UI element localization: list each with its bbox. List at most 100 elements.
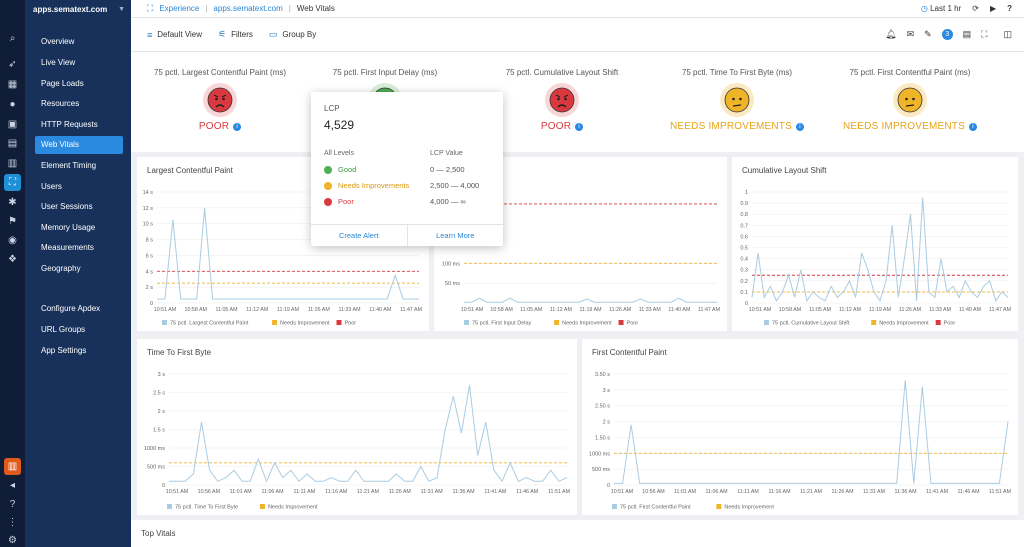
help-icon[interactable]: ?: [1007, 4, 1012, 13]
legend-swatch: [464, 320, 469, 325]
sidebar-item-url-groups[interactable]: URL Groups: [41, 325, 86, 334]
puzzle-icon[interactable]: ❖: [8, 254, 17, 265]
vital-card[interactable]: 75 pctl. First Contentful Paint (ms) NEE…: [825, 68, 995, 132]
vital-card[interactable]: 75 pctl. Time To First Byte (ms) NEEDS I…: [652, 68, 822, 132]
help-icon[interactable]: ?: [9, 499, 16, 510]
sidebar-item-overview[interactable]: Overview: [41, 37, 75, 46]
gift-icon[interactable]: ▥: [4, 458, 21, 475]
default-view-button[interactable]: ≡ Default View: [147, 30, 202, 40]
time-range-picker[interactable]: ◷ Last 1 hr: [921, 4, 961, 13]
legend-swatch: [764, 320, 769, 325]
y-tick-label: 1.50 s: [595, 435, 610, 441]
y-tick-label: 0: [745, 301, 748, 307]
group-by-button[interactable]: ▭ Group By: [269, 29, 316, 40]
chart-title: Cumulative Layout Shift: [742, 166, 827, 175]
info-icon[interactable]: i: [968, 123, 977, 131]
info-icon[interactable]: i: [795, 123, 804, 131]
legend-label: 75 pctl. First Input Delay: [472, 321, 532, 327]
sidebar-item-configure-apdex[interactable]: Configure Apdex: [41, 304, 101, 313]
fullscreen-icon[interactable]: ⛶: [981, 29, 988, 39]
sidebar-item-element-timing[interactable]: Element Timing: [41, 161, 97, 170]
needs-improvement-dot-icon: [324, 182, 332, 190]
vital-title: 75 pctl. Time To First Byte (ms): [681, 68, 793, 77]
sidebar-item-app-settings[interactable]: App Settings: [41, 346, 87, 355]
sidebar-item-memory-usage[interactable]: Memory Usage: [41, 223, 96, 232]
filters-button[interactable]: ⚟ Filters: [218, 29, 253, 40]
x-tick-label: 10:56 AM: [198, 489, 220, 495]
sidebar-item-user-sessions[interactable]: User Sessions: [41, 202, 93, 211]
series-line: [169, 385, 568, 483]
info-icon[interactable]: i: [575, 123, 584, 131]
sidebar-item-resources[interactable]: Resources: [41, 99, 80, 108]
mail-icon[interactable]: ✉: [906, 29, 915, 39]
search-icon[interactable]: ⌕: [9, 33, 16, 44]
legend-label: Needs Improvement: [280, 321, 330, 327]
megaphone-icon[interactable]: ◂: [9, 480, 16, 491]
series-line: [464, 297, 717, 303]
legend-swatch: [618, 320, 624, 325]
filter-icon: ⚟: [218, 29, 227, 39]
flag-icon[interactable]: ⚑: [8, 216, 17, 227]
breadcrumb-app[interactable]: apps.sematext.com: [213, 4, 283, 13]
alert-bell-icon[interactable]: 🔔︎: [885, 29, 897, 39]
sidebar-item-geography[interactable]: Geography: [41, 264, 81, 273]
settings-icon[interactable]: ⚙: [8, 535, 17, 546]
globe-icon[interactable]: ◉: [8, 235, 17, 246]
x-tick-label: 11:06 AM: [262, 489, 284, 495]
legend-swatch: [871, 320, 877, 325]
x-tick-label: 10:51 AM: [154, 307, 176, 313]
tooltip-levels-header: All Levels: [324, 150, 354, 157]
info-icon[interactable]: i: [233, 123, 242, 131]
y-tick-label: 0.1: [740, 290, 748, 296]
x-tick-label: 11:51 AM: [989, 489, 1011, 495]
y-tick-label: 2 s: [603, 420, 611, 426]
calendar-icon[interactable]: ▤: [7, 138, 18, 149]
y-tick-label: 1.5 s: [153, 428, 165, 434]
rocket-icon[interactable]: ➶: [8, 59, 17, 70]
x-tick-label: 11:41 AM: [484, 489, 506, 495]
report-icon[interactable]: ▤: [962, 29, 972, 39]
x-tick-label: 11:26 AM: [389, 489, 411, 495]
document-icon[interactable]: ▥: [7, 158, 18, 169]
layout-toggle-icon[interactable]: ◫: [1003, 29, 1012, 39]
notification-badge[interactable]: 3: [941, 29, 953, 40]
legend-swatch: [162, 320, 167, 325]
app-sidebar: apps.sematext.com ▼ Overview Live View Pag…: [25, 0, 131, 547]
box-icon[interactable]: ▣: [7, 119, 18, 130]
y-tick-label: 2.5 s: [153, 391, 165, 397]
learn-more-link[interactable]: Learn More: [436, 231, 475, 240]
sidebar-item-page-loads[interactable]: Page Loads: [41, 79, 84, 88]
breadcrumb: ⛶ Experience | apps.sematext.com | Web V…: [147, 3, 335, 13]
y-tick-label: 1: [745, 190, 748, 196]
sidebar-item-live-view[interactable]: Live View: [41, 58, 76, 67]
create-alert-link[interactable]: Create Alert: [311, 225, 408, 246]
sidebar-item-users[interactable]: Users: [41, 182, 62, 191]
x-tick-label: 11:33 AM: [339, 307, 361, 313]
x-tick-label: 11:19 AM: [580, 307, 602, 313]
y-tick-label: 500 ms: [147, 465, 165, 471]
account-switcher[interactable]: apps.sematext.com ▼: [25, 0, 131, 18]
y-tick-label: 1000 ms: [589, 451, 610, 457]
clock-icon: ◷: [920, 4, 928, 13]
alert-icon[interactable]: ●: [9, 99, 16, 110]
sidebar-item-http-requests[interactable]: HTTP Requests: [41, 120, 98, 129]
sidebar-item-web-vitals[interactable]: Web Vitals: [35, 136, 123, 154]
x-tick-label: 11:05 AM: [520, 307, 542, 313]
play-icon[interactable]: ▶: [989, 4, 997, 13]
legend-label: Needs Improvement: [879, 321, 929, 327]
legend-label: 75 pctl. Time To First Byte: [175, 505, 238, 511]
breadcrumb-section[interactable]: Experience: [159, 4, 200, 13]
grid-icon[interactable]: ▦: [7, 79, 18, 90]
experience-icon[interactable]: ⛶: [4, 174, 21, 191]
notes-icon[interactable]: ✎: [924, 29, 932, 39]
vital-card[interactable]: 75 pctl. Largest Contentful Paint (ms) P…: [135, 68, 305, 132]
sidebar-item-measurements[interactable]: Measurements: [41, 243, 94, 252]
vital-status-label: NEEDS IMPROVEMENTS: [670, 121, 792, 132]
x-tick-label: 10:51 AM: [749, 307, 771, 313]
share-icon[interactable]: ⋮: [7, 517, 18, 528]
refresh-icon[interactable]: ⟳: [972, 4, 979, 13]
legend-swatch: [935, 320, 941, 325]
bug-icon[interactable]: ✱: [8, 197, 17, 208]
legend-swatch: [167, 504, 172, 509]
vital-card[interactable]: 75 pctl. Cumulative Layout Shift POOR i: [477, 68, 647, 132]
